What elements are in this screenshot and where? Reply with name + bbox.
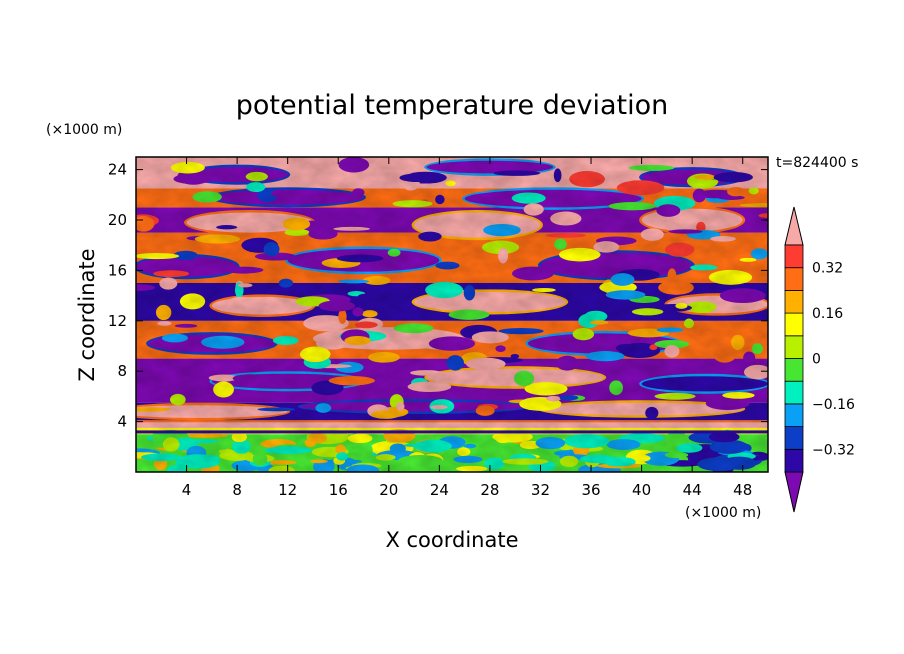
colorbar-tick-label: 0.16 — [812, 306, 843, 322]
colorbar-swatch — [784, 426, 804, 450]
colorbar-swatch — [784, 267, 804, 291]
x-tick-label: 32 — [531, 481, 550, 499]
colorbar-swatch — [784, 312, 804, 337]
y-tick-label: 8 — [117, 362, 127, 380]
x-tick-label: 8 — [232, 481, 242, 499]
colorbar-extend-min — [784, 471, 804, 513]
colorbar-extend-max — [784, 206, 804, 246]
plot-area — [136, 157, 768, 472]
colorbar: −0.32 −0.16 0 0.16 0.32 — [784, 206, 855, 513]
x-tick-label: 16 — [329, 481, 348, 499]
colorbar-tick-label: −0.32 — [812, 442, 855, 458]
colorbar-swatch — [784, 289, 804, 314]
contour-field-blobs — [136, 157, 768, 472]
x-tick-label: 36 — [581, 481, 600, 499]
colorbar-swatch — [784, 335, 804, 359]
x-tick-label: 40 — [632, 481, 651, 499]
colorbar-swatch — [784, 380, 804, 405]
y-tick-label: 12 — [108, 312, 127, 330]
plot-frame — [135, 156, 769, 473]
y-axis-title: Z coordinate — [75, 248, 99, 381]
x-tick-label: 24 — [430, 481, 449, 499]
colorbar-swatch — [784, 358, 804, 382]
time-label: t=824400 s — [776, 155, 858, 171]
y-tick-label: 24 — [108, 161, 127, 179]
y-tick-label: 4 — [117, 413, 127, 431]
colorbar-tick-label: −0.16 — [812, 397, 855, 413]
x-tick-label: 28 — [480, 481, 499, 499]
colorbar-swatch — [784, 403, 804, 427]
colorbar-tick-label: 0 — [812, 352, 821, 368]
x-tick-label: 4 — [182, 481, 192, 499]
x-axis: 4 8 12 16 20 24 28 32 36 40 44 48 — [182, 157, 752, 499]
colorbar-tick-label: 0.32 — [812, 261, 843, 277]
x-unit-label: (×1000 m) — [685, 505, 761, 521]
chart-title: potential temperature deviation — [236, 90, 668, 121]
x-tick-label: 44 — [683, 481, 702, 499]
colorbar-swatch — [784, 448, 804, 473]
y-tick-label: 20 — [108, 211, 127, 229]
x-tick-label: 48 — [733, 481, 752, 499]
y-unit-label: (×1000 m) — [46, 122, 122, 138]
colorbar-swatch — [784, 244, 804, 269]
x-tick-label: 20 — [379, 481, 398, 499]
y-tick-label: 16 — [108, 261, 127, 279]
x-tick-label: 12 — [278, 481, 297, 499]
y-axis: 4 8 12 16 20 24 — [108, 161, 768, 431]
x-axis-title: X coordinate — [385, 528, 518, 552]
field-texture — [136, 157, 768, 472]
